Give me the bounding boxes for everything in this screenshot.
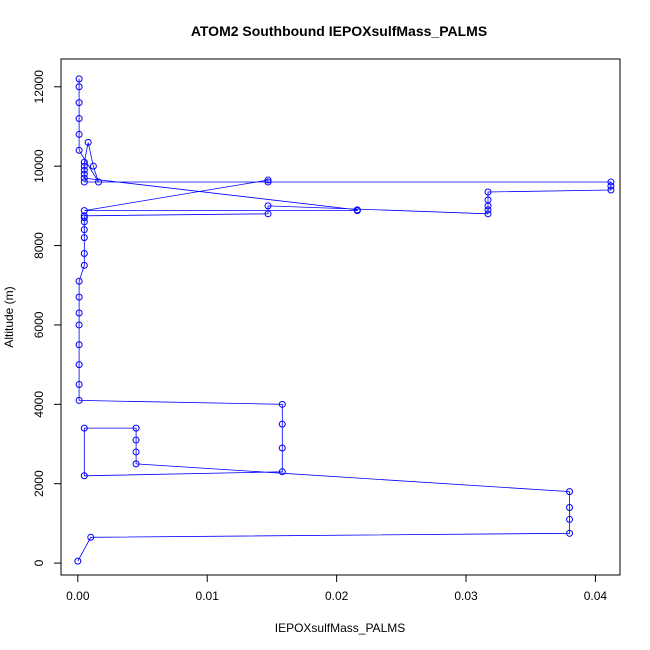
x-tick-label: 0.04	[584, 589, 608, 603]
series-points	[74, 75, 615, 565]
data-point	[75, 380, 83, 388]
data-point	[75, 341, 83, 349]
data-point	[80, 212, 88, 220]
data-point	[75, 309, 83, 317]
data-point	[607, 186, 615, 194]
data-point	[566, 515, 574, 523]
x-tick-label: 0.03	[454, 589, 478, 603]
data-point	[75, 130, 83, 138]
chart-title: ATOM2 Southbound IEPOXsulfMass_PALMS	[191, 23, 487, 39]
data-point	[566, 529, 574, 537]
data-point	[80, 174, 88, 182]
data-point	[484, 210, 492, 218]
data-point	[75, 115, 83, 123]
data-point	[132, 460, 140, 468]
data-point	[264, 210, 272, 218]
data-point	[75, 277, 83, 285]
data-point	[80, 162, 88, 170]
x-tick-label: 0.01	[196, 589, 220, 603]
data-point	[278, 400, 286, 408]
data-point	[566, 488, 574, 496]
data-point	[80, 158, 88, 166]
data-point	[84, 138, 92, 146]
y-axis: 0 2000 4000 6000 8000 10000 12000	[32, 70, 62, 566]
data-point	[80, 472, 88, 480]
data-point	[264, 178, 272, 186]
y-tick-label: 0	[32, 559, 46, 566]
data-point	[75, 321, 83, 329]
data-point	[80, 170, 88, 178]
data-point	[75, 293, 83, 301]
data-point	[75, 146, 83, 154]
y-tick-label: 8000	[32, 232, 46, 259]
data-point	[353, 206, 361, 214]
x-axis-label: IEPOXsulfMass_PALMS	[275, 621, 406, 635]
data-point	[264, 176, 272, 184]
data-point	[75, 83, 83, 91]
data-point	[95, 178, 103, 186]
data-point	[75, 75, 83, 83]
series-lines	[77, 78, 612, 562]
data-point	[89, 162, 97, 170]
data-point	[75, 396, 83, 404]
x-tick-label: 0.02	[325, 589, 349, 603]
data-point	[484, 196, 492, 204]
y-tick-label: 10000	[32, 149, 46, 183]
data-point	[75, 99, 83, 107]
data-point	[132, 436, 140, 444]
data-point	[80, 226, 88, 234]
data-point	[87, 533, 95, 541]
data-point	[132, 424, 140, 432]
data-point	[484, 188, 492, 196]
y-axis-label: Altitude (m)	[2, 286, 16, 347]
data-point	[278, 420, 286, 428]
data-point	[80, 166, 88, 174]
data-point	[80, 234, 88, 242]
data-point	[80, 178, 88, 186]
data-point	[74, 557, 82, 565]
data-point	[607, 182, 615, 190]
data-point	[278, 468, 286, 476]
series-line	[77, 78, 612, 562]
data-point	[80, 424, 88, 432]
y-tick-label: 2000	[32, 470, 46, 497]
x-axis: 0.00 0.01 0.02 0.03 0.04	[66, 574, 608, 603]
data-point	[484, 206, 492, 214]
data-point	[278, 444, 286, 452]
data-point	[80, 214, 88, 222]
data-point	[75, 361, 83, 369]
data-point	[80, 261, 88, 269]
y-tick-label: 4000	[32, 391, 46, 418]
data-point	[80, 207, 88, 215]
data-point	[132, 448, 140, 456]
y-tick-label: 6000	[32, 311, 46, 338]
data-point	[607, 178, 615, 186]
data-point	[566, 504, 574, 512]
x-tick-label: 0.00	[66, 589, 90, 603]
data-point	[264, 202, 272, 210]
data-point	[80, 249, 88, 257]
y-tick-label: 12000	[32, 70, 46, 104]
